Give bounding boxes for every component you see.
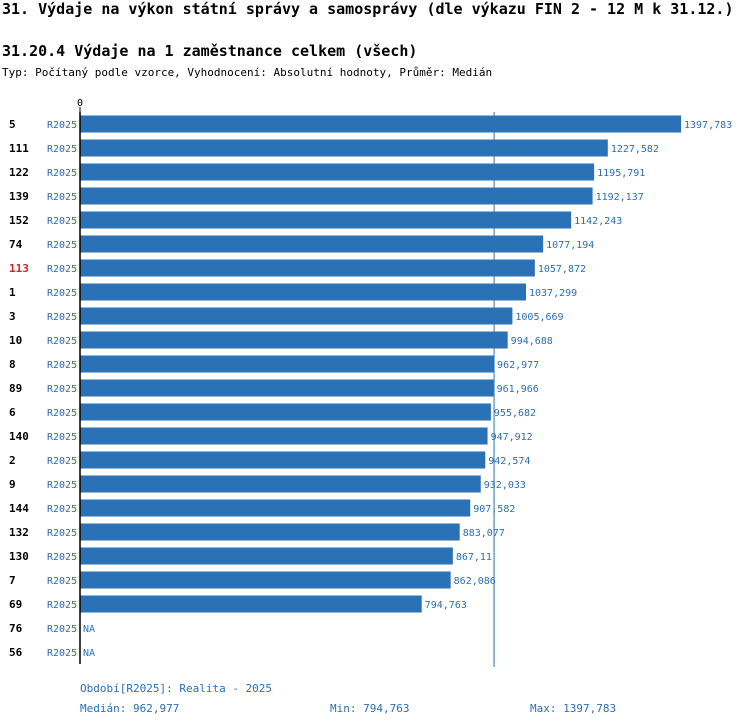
category-label: 130 <box>9 550 29 563</box>
period-label: R2025 <box>47 192 77 203</box>
value-label: 1037,299 <box>529 288 577 299</box>
value-label: 961,966 <box>497 384 539 395</box>
category-label: 6 <box>9 406 16 419</box>
bar <box>80 355 495 373</box>
value-label: 932,033 <box>484 480 526 491</box>
value-label: 1192,137 <box>596 192 644 203</box>
value-label: 947,912 <box>491 432 533 443</box>
value-label: 1397,783 <box>684 120 732 131</box>
category-label: 8 <box>9 358 16 371</box>
category-label: 144 <box>9 502 29 515</box>
category-label: 7 <box>9 574 16 587</box>
bar <box>80 163 595 181</box>
indicator-title: 31.20.4 Výdaje na 1 zaměstnance celkem (… <box>2 42 418 60</box>
category-label: 10 <box>9 334 22 347</box>
bar <box>80 499 471 517</box>
category-label: 132 <box>9 526 29 539</box>
bar <box>80 307 513 325</box>
bar <box>80 139 608 157</box>
category-label: 69 <box>9 598 22 611</box>
period-label: R2025 <box>47 216 77 227</box>
category-label: 140 <box>9 430 29 443</box>
bar <box>80 427 488 445</box>
category-label: 74 <box>9 238 23 251</box>
period-label: R2025 <box>47 504 77 515</box>
period-label: R2025 <box>47 600 77 611</box>
period-label: R2025 <box>47 288 77 299</box>
period-label: R2025 <box>47 480 77 491</box>
period-label: R2025 <box>47 432 77 443</box>
period-label: R2025 <box>47 144 77 155</box>
bar <box>80 187 593 205</box>
bar <box>80 523 460 541</box>
category-label: 9 <box>9 478 16 491</box>
period-label: R2025 <box>47 264 77 275</box>
bar <box>80 403 491 421</box>
footer-min: Min: 794,763 <box>330 702 410 715</box>
chart-subtitle: Typ: Počítaný podle vzorce, Vyhodnocení:… <box>2 66 493 79</box>
value-label: 867,11 <box>456 552 492 563</box>
value-label: 962,977 <box>497 360 539 371</box>
bar <box>80 115 681 133</box>
value-label: NA <box>83 624 95 635</box>
value-label: 1227,582 <box>611 144 659 155</box>
category-label: 122 <box>9 166 29 179</box>
bar <box>80 235 544 253</box>
value-label: 1195,791 <box>597 168 645 179</box>
period-label: R2025 <box>47 120 77 131</box>
bar <box>80 211 572 229</box>
value-label: 1005,669 <box>515 312 563 323</box>
bar <box>80 331 508 349</box>
category-label: 2 <box>9 454 16 467</box>
value-label: 942,574 <box>488 456 530 467</box>
period-label: R2025 <box>47 360 77 371</box>
value-label: 955,682 <box>494 408 536 419</box>
period-label: R2025 <box>47 336 77 347</box>
category-label: 152 <box>9 214 29 227</box>
value-label: 883,077 <box>463 528 505 539</box>
period-label: R2025 <box>47 528 77 539</box>
section-title: 31. Výdaje na výkon státní správy a samo… <box>2 0 734 18</box>
period-label: R2025 <box>47 168 77 179</box>
period-label: R2025 <box>47 408 77 419</box>
category-label: 76 <box>9 622 23 635</box>
bar <box>80 547 453 565</box>
bar <box>80 451 486 469</box>
bar <box>80 259 535 277</box>
bar <box>80 379 494 397</box>
period-label: R2025 <box>47 648 77 659</box>
period-label: R2025 <box>47 312 77 323</box>
axis-zero-label: 0 <box>77 98 83 109</box>
period-label: R2025 <box>47 624 77 635</box>
category-label: 89 <box>9 382 22 395</box>
bar <box>80 571 451 589</box>
bar-chart: 0 5 R2025 1397,783 111 R2025 1227,582 122 R2025 1… <box>9 98 732 667</box>
period-label: R2025 <box>47 576 77 587</box>
period-label: R2025 <box>47 384 77 395</box>
period-label: R2025 <box>47 240 77 251</box>
value-label: 994,688 <box>511 336 553 347</box>
value-label: 862,086 <box>454 576 496 587</box>
category-label: 111 <box>9 142 29 155</box>
period-label: R2025 <box>47 456 77 467</box>
footer-max: Max: 1397,783 <box>530 702 617 715</box>
bar <box>80 595 422 613</box>
value-label: 1057,872 <box>538 264 586 275</box>
category-label: 139 <box>9 190 29 203</box>
category-label: 3 <box>9 310 16 323</box>
value-label: NA <box>83 648 95 659</box>
category-label: 113 <box>9 262 29 275</box>
footer-median: Medián: 962,977 <box>80 702 180 715</box>
category-label: 56 <box>9 646 23 659</box>
footer-period: Období[R2025]: Realita - 2025 <box>80 682 273 695</box>
period-label: R2025 <box>47 552 77 563</box>
value-label: 1142,243 <box>574 216 622 227</box>
bar <box>80 475 481 493</box>
category-label: 5 <box>9 118 16 131</box>
value-label: 1077,194 <box>546 240 594 251</box>
bar <box>80 283 527 301</box>
category-label: 1 <box>9 286 16 299</box>
value-label: 794,763 <box>425 600 467 611</box>
